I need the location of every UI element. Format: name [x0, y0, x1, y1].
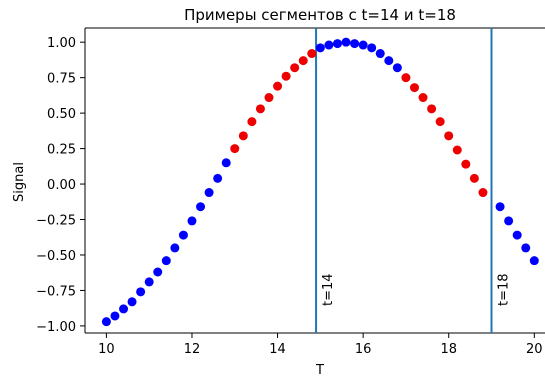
data-point: [136, 287, 146, 297]
y-tick-label: −0.50: [36, 249, 76, 264]
data-point: [332, 39, 342, 49]
data-point: [230, 144, 240, 154]
y-tick-label: −0.25: [36, 214, 76, 229]
data-point: [238, 131, 248, 141]
data-point: [170, 243, 180, 253]
y-tick-label: 0.75: [47, 72, 76, 87]
y-tick-label: 0.00: [47, 178, 76, 193]
data-point: [273, 81, 283, 91]
data-point: [187, 216, 197, 226]
x-tick-label: 12: [184, 342, 201, 357]
data-point: [119, 304, 129, 314]
data-point: [418, 93, 428, 103]
data-point: [444, 131, 454, 141]
data-point: [512, 230, 522, 240]
data-point: [478, 188, 488, 198]
x-axis-label: T: [315, 363, 324, 378]
data-point: [255, 104, 265, 114]
data-point: [384, 56, 394, 66]
data-point: [521, 243, 531, 253]
chart-title: Примеры сегментов с t=14 и t=18: [184, 6, 456, 24]
data-point: [153, 267, 163, 277]
data-point: [427, 104, 437, 114]
data-point: [315, 43, 325, 53]
data-point: [469, 173, 479, 183]
data-point: [247, 117, 257, 127]
y-tick-label: 0.25: [47, 143, 76, 158]
y-tick-label: 1.00: [47, 36, 76, 51]
y-tick-label: 0.50: [47, 107, 76, 122]
vline-label: t=14: [321, 273, 336, 306]
y-tick-label: −0.75: [36, 284, 76, 299]
data-point: [375, 49, 385, 59]
x-tick-label: 18: [440, 342, 457, 357]
data-point: [264, 93, 274, 103]
x-tick-label: 20: [526, 342, 543, 357]
data-point: [281, 71, 291, 81]
x-tick-label: 16: [355, 342, 372, 357]
data-point: [358, 40, 368, 50]
data-point: [221, 158, 231, 168]
data-point: [298, 56, 308, 66]
data-point: [392, 63, 402, 73]
data-point: [435, 117, 445, 127]
data-point: [290, 63, 300, 73]
x-tick-label: 14: [269, 342, 286, 357]
data-point: [178, 230, 188, 240]
y-tick-label: −1.00: [36, 320, 76, 335]
data-point: [504, 216, 514, 226]
data-point: [461, 159, 471, 169]
y-axis-label: Signal: [12, 162, 27, 202]
data-point: [161, 256, 171, 266]
data-point: [101, 317, 111, 327]
data-point: [367, 43, 377, 53]
data-point: [110, 311, 120, 321]
data-point: [529, 256, 539, 266]
data-point: [350, 39, 360, 49]
data-point: [307, 49, 317, 59]
data-point: [495, 202, 505, 212]
data-point: [401, 73, 411, 83]
x-tick-label: 10: [98, 342, 115, 357]
data-point: [213, 173, 223, 183]
data-point: [324, 40, 334, 50]
data-point: [127, 297, 137, 307]
data-point: [196, 202, 206, 212]
data-point: [204, 188, 214, 198]
vline-label: t=18: [497, 273, 512, 306]
data-point: [409, 83, 419, 93]
data-point: [144, 277, 154, 287]
data-point: [452, 145, 462, 155]
data-point: [341, 37, 351, 47]
